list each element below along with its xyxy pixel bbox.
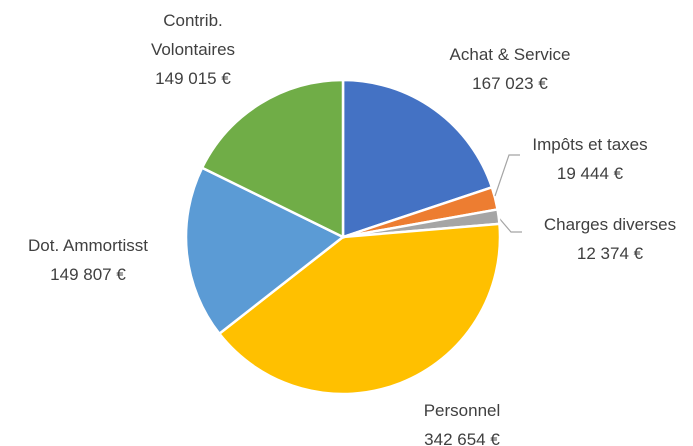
slice-label: Impôts et taxes 19 444 €: [532, 130, 647, 188]
value-label: 342 654 €: [424, 430, 500, 446]
category-label: Impôts et taxes: [532, 135, 648, 154]
slice-label: Contrib. Volontaires 149 015 €: [133, 6, 253, 93]
value-label: 149 015 €: [155, 69, 231, 88]
leader-line: [498, 217, 522, 233]
slice-label: Achat & Service 167 023 €: [450, 40, 571, 98]
value-label: 12 374 €: [576, 244, 644, 263]
pie-slice: [184, 166, 346, 336]
category-label: Contrib. Volontaires: [150, 11, 236, 59]
slice-label: Personnel 342 654 €: [424, 396, 501, 446]
pie-slice: [341, 78, 494, 239]
category-label: Achat & Service: [449, 45, 571, 64]
value-label: 149 807 €: [50, 265, 126, 284]
pie-slice: [217, 222, 502, 396]
pie-slice: [200, 78, 345, 240]
slice-label: Dot. Ammortisst 149 807 €: [28, 231, 148, 289]
category-label: Personnel: [423, 401, 501, 420]
category-label: Charges diverses: [543, 215, 677, 234]
category-label: Dot. Ammortisst: [28, 236, 148, 255]
leader-line: [494, 154, 520, 197]
slice-label: Charges diverses 12 374 €: [544, 210, 676, 268]
value-label: 167 023 €: [472, 74, 548, 93]
value-label: 19 444 €: [556, 164, 624, 183]
